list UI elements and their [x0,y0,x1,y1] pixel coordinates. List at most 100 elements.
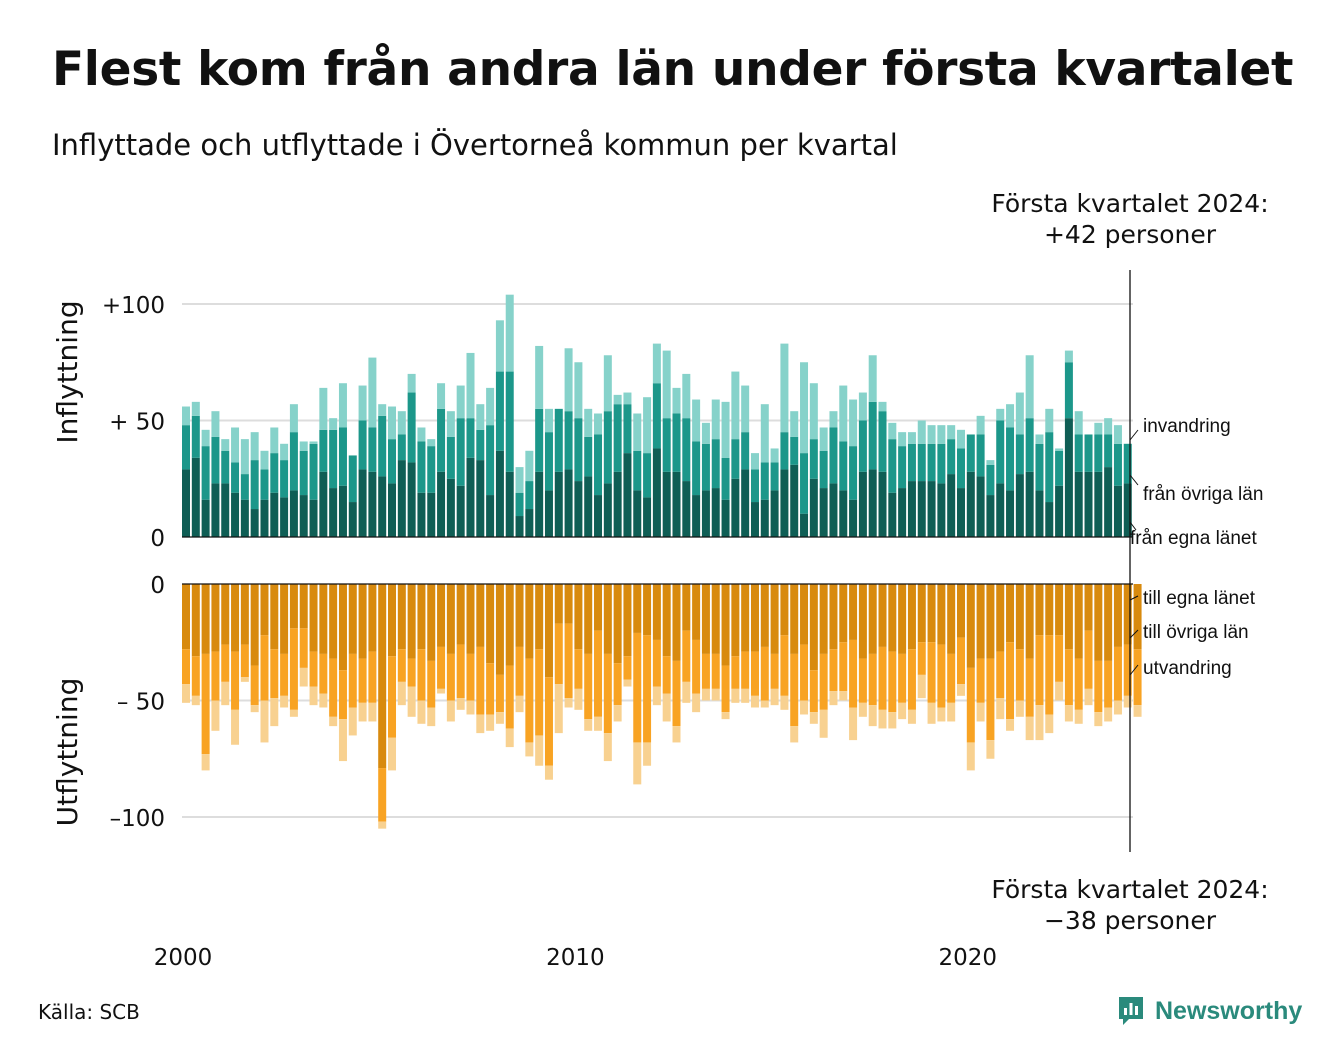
bar-in-2 [417,427,426,442]
bar-in-2 [231,427,240,463]
bar-in-0 [486,495,495,537]
bar-out-2 [456,698,465,710]
bar-out-2 [996,698,1005,720]
bar-out-2 [770,688,779,706]
bar-in-1 [594,434,603,496]
bar-out-1 [417,649,426,701]
bar-out-1 [260,635,269,701]
bar-in-1 [907,443,916,482]
bar-in-1 [623,404,632,454]
bar-out-0 [584,584,593,654]
bar-out-0 [692,584,701,640]
bar-out-0 [1133,584,1142,650]
bar-in-2 [319,387,328,430]
bar-in-2 [564,348,573,412]
bar-out-2 [780,695,789,710]
bar-out-2 [1035,705,1044,741]
ytick-in-label: + 50 [109,410,165,436]
bar-in-2 [603,355,612,412]
bar-in-2 [594,413,603,435]
bar-out-1 [986,658,995,741]
bar-out-2 [378,821,387,829]
bar-out-1 [525,658,534,743]
bar-out-2 [427,707,436,727]
bar-in-1 [417,441,426,493]
bar-in-0 [525,509,534,537]
bar-out-2 [260,700,269,743]
bar-out-1 [770,653,779,689]
series-labels-out: till egna länet till övriga län utvandri… [1129,588,1256,679]
bar-in-1 [388,439,397,484]
bar-out-0 [790,584,799,654]
bar-in-1 [996,420,1005,484]
bar-in-2 [1006,404,1015,428]
bar-in-0 [937,483,946,537]
bar-in-0 [1123,483,1132,537]
bar-in-2 [309,441,318,444]
bar-out-1 [878,646,887,710]
bar-in-0 [956,488,965,537]
bar-in-1 [456,418,465,486]
bar-out-1 [535,649,544,736]
bar-in-1 [554,408,563,472]
bar-out-0 [564,584,573,624]
bar-in-2 [868,355,877,402]
bar-in-2 [574,362,583,419]
bar-in-1 [809,439,818,479]
bar-in-0 [780,469,789,537]
bar-out-1 [1025,658,1034,717]
bar-out-1 [221,644,230,682]
bar-out-1 [956,637,965,685]
bar-in-0 [966,471,975,537]
bar-in-1 [770,462,779,491]
bar-in-2 [711,399,720,440]
bar-out-1 [231,651,240,710]
bar-in-0 [505,471,514,537]
bar-in-0 [711,488,720,537]
bar-in-2 [1015,392,1024,435]
bar-out-1 [329,658,338,717]
bar-in-2 [299,441,308,451]
bar-in-0 [672,471,681,537]
bar-in-0 [917,481,926,537]
bar-in-1 [505,371,514,472]
bar-out-1 [368,651,377,703]
bar-out-1 [682,630,691,682]
bar-in-1 [849,446,858,500]
ytick-out-label: 0 [150,573,165,599]
bar-in-2 [338,383,347,428]
bar-out-0 [868,584,877,654]
bar-out-1 [741,651,750,689]
bar-out-2 [594,716,603,731]
bar-in-1 [299,450,308,496]
bar-in-2 [544,408,553,433]
bar-out-1 [790,653,799,727]
bar-out-0 [1094,584,1103,661]
bar-in-1 [231,462,240,493]
bar-in-0 [574,481,583,537]
bar-out-2 [368,702,377,722]
bar-out-1 [182,649,190,685]
bar-in-0 [446,478,455,537]
bar-out-1 [191,656,200,696]
bar-in-1 [515,492,524,517]
bar-out-1 [858,658,867,703]
bar-in-2 [858,392,867,421]
bar-out-2 [947,702,956,722]
bar-in-1 [368,427,377,472]
bar-out-0 [554,584,563,624]
bar-out-2 [976,702,985,722]
bar-out-2 [250,705,259,713]
bar-in-1 [329,429,338,489]
bar-in-0 [613,471,622,537]
bar-in-2 [201,429,210,447]
bar-out-2 [839,691,848,701]
bars-utflyttning [182,584,1142,829]
bar-in-0 [280,497,289,537]
bar-out-0 [211,584,220,652]
bar-out-1 [338,670,347,720]
bar-in-2 [633,413,642,451]
bar-out-0 [809,584,818,671]
bar-in-1 [535,408,544,472]
bar-out-1 [1045,635,1054,715]
